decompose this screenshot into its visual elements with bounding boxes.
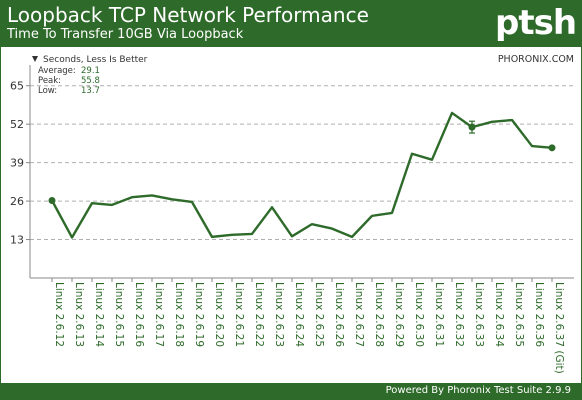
x-tick-label: Linux 2.6.12 — [53, 282, 65, 347]
x-tick-label: Linux 2.6.15 — [113, 282, 125, 347]
data-point — [48, 196, 56, 204]
grid-layer — [30, 85, 574, 241]
line-chart: Seconds, Less Is Better PHORONIX.COM Ave… — [10, 54, 574, 374]
stat-average-label: Average: — [38, 66, 76, 76]
stat-low-value: 13.7 — [81, 86, 100, 96]
x-tick-label: Linux 2.6.28 — [373, 282, 385, 347]
chart-subtitle: Time To Transfer 10GB Via Loopback — [7, 27, 244, 42]
y-axis: 13 26 39 52 65 — [10, 80, 30, 247]
x-tick-label: Linux 2.6.26 — [333, 282, 345, 347]
x-axis: Linux 2.6.12 Linux 2.6.13 Linux 2.6.14 Linu… — [51, 278, 565, 374]
x-tick-label: Linux 2.6.14 — [93, 282, 105, 347]
stat-low-label: Low: — [38, 86, 57, 96]
stat-average-value: 29.1 — [81, 66, 100, 76]
x-tick-label: Linux 2.6.20 — [213, 282, 225, 347]
x-tick-label: Linux 2.6.37 (Git) — [553, 282, 565, 374]
x-tick-label: Linux 2.6.13 — [73, 282, 85, 347]
legend: Seconds, Less Is Better PHORONIX.COM Ave… — [32, 54, 574, 96]
down-triangle-icon — [32, 56, 38, 62]
x-tick-label: Linux 2.6.33 — [473, 282, 485, 347]
x-tick-label: Linux 2.6.18 — [173, 282, 185, 347]
stat-peak-label: Peak: — [38, 76, 61, 86]
x-tick-label: Linux 2.6.35 — [513, 282, 525, 347]
x-tick-label: Linux 2.6.32 — [453, 282, 465, 347]
y-tick-label: 13 — [10, 234, 24, 247]
y-tick-label: 52 — [10, 118, 24, 131]
x-tick-label: Linux 2.6.23 — [273, 282, 285, 347]
y-tick-label: 65 — [10, 80, 24, 93]
x-tick-label: Linux 2.6.30 — [413, 282, 425, 347]
x-tick-label: Linux 2.6.25 — [313, 282, 325, 347]
x-tick-label: Linux 2.6.16 — [133, 282, 145, 347]
y-tick-label: 39 — [10, 157, 24, 170]
x-tick-label: Linux 2.6.31 — [433, 282, 445, 347]
header-bar: Loopback TCP Network Performance Time To… — [1, 1, 581, 47]
x-tick-label: Linux 2.6.36 — [533, 282, 545, 347]
x-tick-label: Linux 2.6.19 — [193, 282, 205, 347]
data-point — [468, 123, 476, 131]
y-tick-label: 26 — [10, 195, 24, 208]
stat-peak-value: 55.8 — [81, 76, 100, 86]
series — [48, 111, 556, 239]
pts-logo: ptsh — [495, 3, 577, 43]
x-tick-label: Linux 2.6.24 — [293, 282, 305, 347]
units-label: Seconds, Less Is Better — [43, 55, 148, 65]
chart-title: Loopback TCP Network Performance — [7, 3, 369, 27]
footer-bar: Powered By Phoronix Test Suite 2.9.9 — [1, 383, 581, 399]
x-tick-label: Linux 2.6.21 — [233, 282, 245, 347]
x-tick-label: Linux 2.6.27 — [353, 282, 365, 347]
footer-credit: Powered By Phoronix Test Suite 2.9.9 — [385, 385, 571, 396]
x-tick-label: Linux 2.6.17 — [153, 282, 165, 347]
x-tick-label: Linux 2.6.22 — [253, 282, 265, 347]
data-point — [548, 144, 556, 152]
x-tick-label: Linux 2.6.34 — [493, 282, 505, 347]
series-line — [50, 111, 553, 239]
source-label: PHORONIX.COM — [498, 54, 574, 65]
x-tick-label: Linux 2.6.29 — [393, 282, 405, 347]
